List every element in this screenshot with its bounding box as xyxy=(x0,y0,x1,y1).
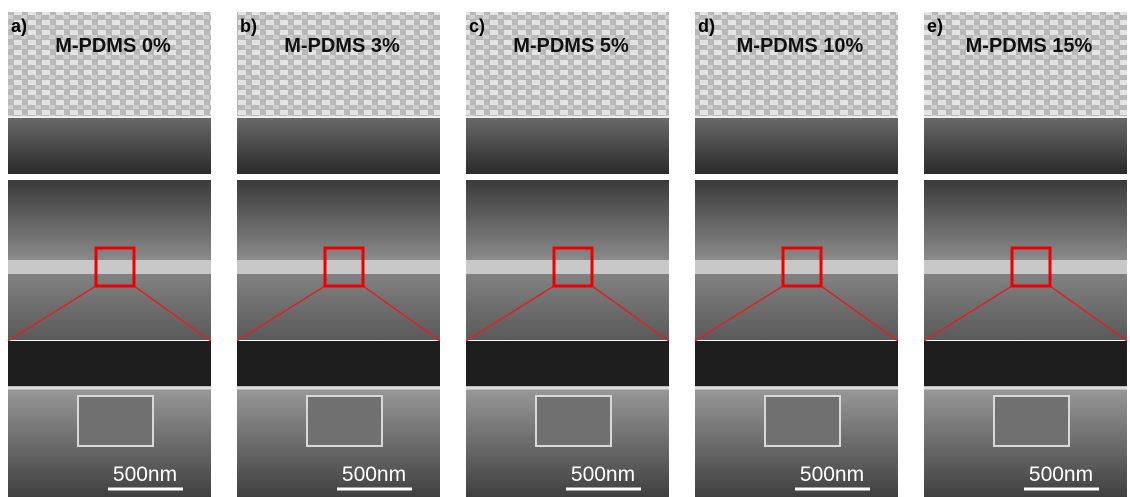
film-layer xyxy=(8,260,211,274)
scale-bar-label: 500nm xyxy=(571,463,635,486)
trench xyxy=(994,396,1069,446)
panel-label: M-PDMS 0% xyxy=(55,35,171,57)
sem-overview-substrate xyxy=(8,117,211,174)
sem-overview-texture xyxy=(695,12,898,117)
panel-label: M-PDMS 15% xyxy=(966,35,1093,57)
sem-zoom-top xyxy=(8,341,211,386)
sem-overview-texture xyxy=(237,12,440,117)
panel-label: M-PDMS 5% xyxy=(513,35,629,57)
film-layer xyxy=(695,260,898,274)
sem-overview-substrate xyxy=(695,117,898,174)
sem-overview-substrate xyxy=(466,117,669,174)
trench xyxy=(78,396,153,446)
film-layer xyxy=(237,260,440,274)
sem-zoom-top xyxy=(924,341,1127,386)
trench xyxy=(765,396,840,446)
film-layer xyxy=(924,260,1127,274)
sem-overview-substrate xyxy=(924,117,1127,174)
sem-overview-texture xyxy=(8,12,211,117)
figure: a) M-PDMS 0% 500nm b) M-PDMS 3% 500nm c) M-PDMS… xyxy=(0,0,1130,497)
panels: a) M-PDMS 0% 500nm b) M-PDMS 3% 500nm c) M-PDMS… xyxy=(8,12,1127,497)
panel: b) M-PDMS 3% 500nm xyxy=(237,12,440,497)
panel: d) M-PDMS 10% 500nm xyxy=(695,12,898,497)
panel-label: M-PDMS 10% xyxy=(737,35,864,57)
sem-overview-substrate xyxy=(237,117,440,174)
panel-letter: b) xyxy=(240,16,257,36)
scale-bar-label: 500nm xyxy=(800,463,864,486)
sem-overview-texture xyxy=(924,12,1127,117)
scale-bar-label: 500nm xyxy=(342,463,406,486)
panel-letter: d) xyxy=(698,16,715,36)
sem-zoom-top xyxy=(695,341,898,386)
trench xyxy=(307,396,382,446)
panel-letter: c) xyxy=(469,16,485,36)
film-layer xyxy=(466,260,669,274)
panel: c) M-PDMS 5% 500nm xyxy=(466,12,669,497)
panel-letter: e) xyxy=(927,16,943,36)
sem-zoom-top xyxy=(237,341,440,386)
sem-overview-texture xyxy=(466,12,669,117)
scale-bar-label: 500nm xyxy=(113,463,177,486)
scale-bar-label: 500nm xyxy=(1029,463,1093,486)
panel: e) M-PDMS 15% 500nm xyxy=(924,12,1127,497)
panel: a) M-PDMS 0% 500nm xyxy=(8,12,211,497)
trench xyxy=(536,396,611,446)
panel-label: M-PDMS 3% xyxy=(284,35,400,57)
sem-zoom-top xyxy=(466,341,669,386)
panel-letter: a) xyxy=(11,16,27,36)
